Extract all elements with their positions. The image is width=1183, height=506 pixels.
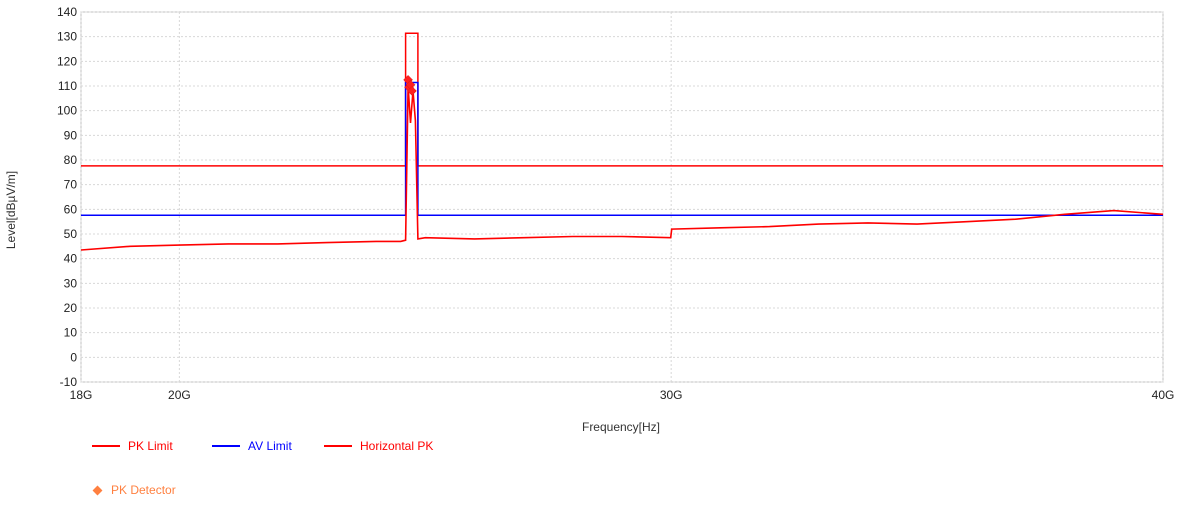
y-tick-label: 60 [64,202,78,216]
y-tick-label: 90 [64,128,78,142]
x-tick-label: 40G [1152,388,1175,402]
legend-label-pk-detector: PK Detector [111,483,176,497]
plot-border [80,11,1164,383]
marker-layer [403,74,417,96]
x-tick-label: 30G [660,388,683,402]
y-axis-label: Level[dBµV/m] [4,171,18,249]
legend-label-av-limit: AV Limit [248,439,292,453]
horizontal-pk-swatch [324,445,352,447]
y-tick-label: 10 [64,326,78,340]
y-tick-label: 120 [57,54,77,68]
axis-layer: -10 0 10 20 30 40 50 60 70 80 90 100 110 120 130 140 18G… [57,5,1174,402]
y-tick-label: 140 [57,5,77,19]
pk-limit-swatch [92,445,120,447]
legend-item-pk-limit[interactable]: PK Limit [92,439,173,453]
y-tick-label: 80 [64,153,78,167]
grid-layer [80,11,1164,383]
legend-label-pk-limit: PK Limit [128,439,173,453]
series-line-horizontal-pk [80,85,1164,251]
y-tick-label: 50 [64,227,78,241]
y-tick-label: 40 [64,252,78,266]
legend-label-horizontal-pk: Horizontal PK [360,439,434,453]
series-line-pk-limit [81,32,1163,167]
series-layer [80,32,1164,251]
legend-item-av-limit[interactable]: AV Limit [212,439,292,453]
av-limit-swatch [212,445,240,447]
y-tick-label: 100 [57,104,77,118]
x-tick-label: 18G [70,388,93,402]
x-tick-label: 20G [168,388,191,402]
y-tick-label: 20 [64,301,78,315]
y-tick-label: 0 [70,350,77,364]
pk-detector-marker [407,86,417,96]
x-axis-label: Frequency[Hz] [582,420,660,434]
legend-item-horizontal-pk[interactable]: Horizontal PK [324,439,433,453]
legend-item-pk-detector[interactable]: PK Detector [90,483,176,497]
y-tick-label: 110 [58,79,77,93]
diamond-marker-icon [92,485,103,495]
y-tick-label: 70 [64,178,78,192]
y-tick-label: 30 [64,276,78,290]
y-tick-label: -10 [60,375,78,389]
y-tick-label: 130 [57,30,77,44]
series-line-av-limit [81,81,1163,217]
